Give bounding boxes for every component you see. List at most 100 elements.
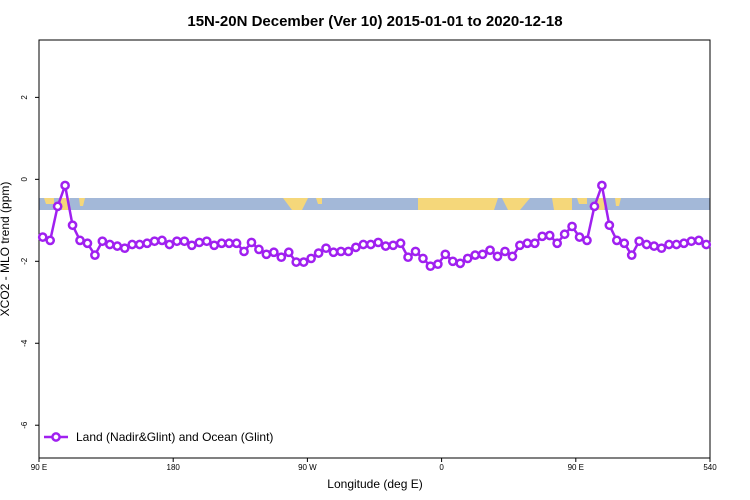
plot-frame [38, 39, 711, 459]
data-point [604, 220, 615, 231]
data-point [194, 237, 205, 248]
chart-title: 15N-20N December (Ver 10) 2015-01-01 to … [187, 13, 562, 30]
data-point [693, 235, 704, 246]
data-point [537, 231, 548, 242]
data-point [462, 253, 473, 264]
data-point [671, 239, 682, 250]
data-point [433, 259, 443, 270]
data-point [485, 245, 495, 256]
data-point [97, 236, 108, 247]
y-tick-label: -2 [20, 257, 29, 265]
data-point [679, 238, 689, 249]
data-point [559, 229, 570, 240]
data-point [552, 238, 563, 249]
x-tick-label: 0 [439, 463, 444, 472]
data-point [52, 201, 63, 212]
legend-label: Land (Nadir&Glint) and Ocean (Glint) [76, 430, 273, 444]
data-point [686, 236, 697, 247]
data-point [112, 241, 123, 251]
data-point [477, 249, 488, 260]
data-point [127, 239, 138, 250]
data-point [201, 236, 212, 247]
data-point [403, 252, 413, 263]
data-point [395, 238, 406, 249]
data-point [224, 238, 234, 249]
data-point [574, 232, 585, 242]
x-tick-label: 90 E [31, 463, 47, 472]
data-point [634, 236, 645, 247]
x-tick-label: 180 [167, 463, 181, 472]
data-point [440, 249, 451, 260]
data-point [104, 239, 115, 250]
data-point [291, 257, 302, 267]
data-point [209, 240, 220, 251]
y-tick-label: 0 [20, 177, 29, 182]
y-tick-label: -6 [20, 421, 29, 429]
data-point [336, 246, 346, 257]
data-point [641, 239, 652, 250]
data-point [149, 236, 160, 247]
data-point [343, 246, 354, 257]
data-point [380, 241, 391, 251]
data-point [582, 235, 592, 246]
data-point [626, 250, 637, 260]
data-point [470, 250, 480, 260]
data-point [269, 247, 279, 258]
data-point [60, 180, 70, 191]
data-point [134, 239, 145, 250]
data-point [239, 246, 249, 257]
data-point [75, 235, 85, 246]
x-tick-label: 540 [703, 463, 717, 472]
data-point [567, 221, 577, 232]
data-point [365, 239, 376, 250]
data-point [276, 252, 287, 263]
data-point [597, 180, 607, 191]
ocean-band [39, 198, 710, 210]
data-point [283, 247, 294, 258]
data-point [82, 238, 93, 249]
data-point [492, 251, 503, 262]
data-point [589, 201, 600, 212]
land-shapes [44, 198, 621, 210]
data-point [418, 253, 428, 264]
data-point [298, 257, 309, 267]
data-point [306, 253, 316, 264]
data-point [142, 238, 152, 249]
data-point [455, 258, 466, 269]
data-point [172, 236, 182, 247]
data-point [313, 248, 324, 258]
data-point [507, 251, 518, 262]
data-point [529, 238, 540, 249]
data-point [246, 237, 257, 248]
data-point [664, 239, 674, 250]
data-point [179, 236, 190, 247]
data-point [328, 247, 339, 258]
x-tick-label: 90 E [568, 463, 584, 472]
x-axis-label: Longitude (deg E) [327, 477, 422, 491]
y-tick-label: -4 [20, 339, 29, 347]
map-band [39, 198, 710, 210]
data-point [216, 238, 227, 249]
data-point [515, 240, 525, 251]
data-point [45, 235, 56, 246]
data-point [500, 246, 510, 257]
data-point [544, 230, 555, 241]
data-point [425, 261, 436, 272]
legend-marker [51, 432, 61, 442]
data-point [37, 232, 48, 242]
data-point [649, 241, 659, 251]
data-point [410, 246, 421, 257]
data-point [351, 242, 361, 253]
data-point [186, 240, 197, 251]
data-point [321, 243, 331, 254]
data-point [157, 235, 167, 246]
data-point [388, 240, 398, 251]
data-point [67, 220, 78, 231]
y-axis-label: XCO2 - MLO trend (ppm) [0, 182, 12, 317]
data-point [231, 238, 242, 249]
data-point [261, 249, 272, 260]
data-point [254, 244, 264, 255]
data-point [119, 243, 130, 254]
